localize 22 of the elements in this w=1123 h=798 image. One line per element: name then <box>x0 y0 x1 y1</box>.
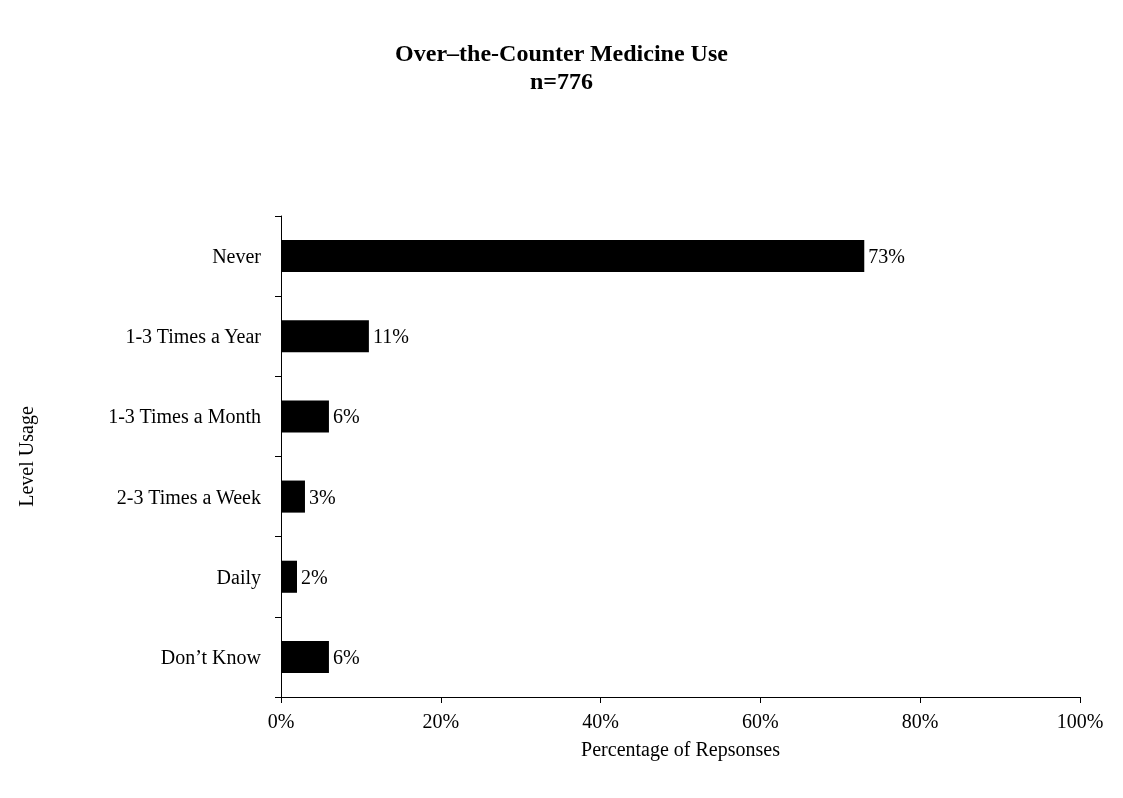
data-label: 6% <box>332 645 360 668</box>
data-label: 11% <box>372 325 409 348</box>
y-tick-label: Don’t Know <box>160 645 262 668</box>
data-label: 73% <box>868 245 905 268</box>
y-tick-label: Never <box>212 245 262 268</box>
x-tick-label: 100% <box>1056 710 1104 732</box>
data-label: 2% <box>300 565 328 588</box>
x-tick-label: 80% <box>901 710 939 732</box>
y-tick-label: 1-3 Times a Month <box>108 405 261 428</box>
x-tick-label: 60% <box>742 710 779 732</box>
y-tick-label: 1-3 Times a Year <box>125 325 262 348</box>
x-tick-label: 20% <box>422 710 460 732</box>
x-tick-label: 40% <box>582 710 619 732</box>
y-tick-label: Daily <box>216 565 261 589</box>
y-axis-title: Level Usage <box>15 406 38 507</box>
x-tick-label: 0% <box>267 710 295 732</box>
chart-subtitle: n=776 <box>529 68 594 94</box>
chart-title: Over–the-Counter Medicine Use <box>395 40 729 66</box>
data-label: 6% <box>332 405 360 428</box>
x-axis-title: Percentage of Repsonses <box>581 738 781 761</box>
data-label: 3% <box>308 485 336 508</box>
y-tick-label: 2-3 Times a Week <box>116 485 261 508</box>
